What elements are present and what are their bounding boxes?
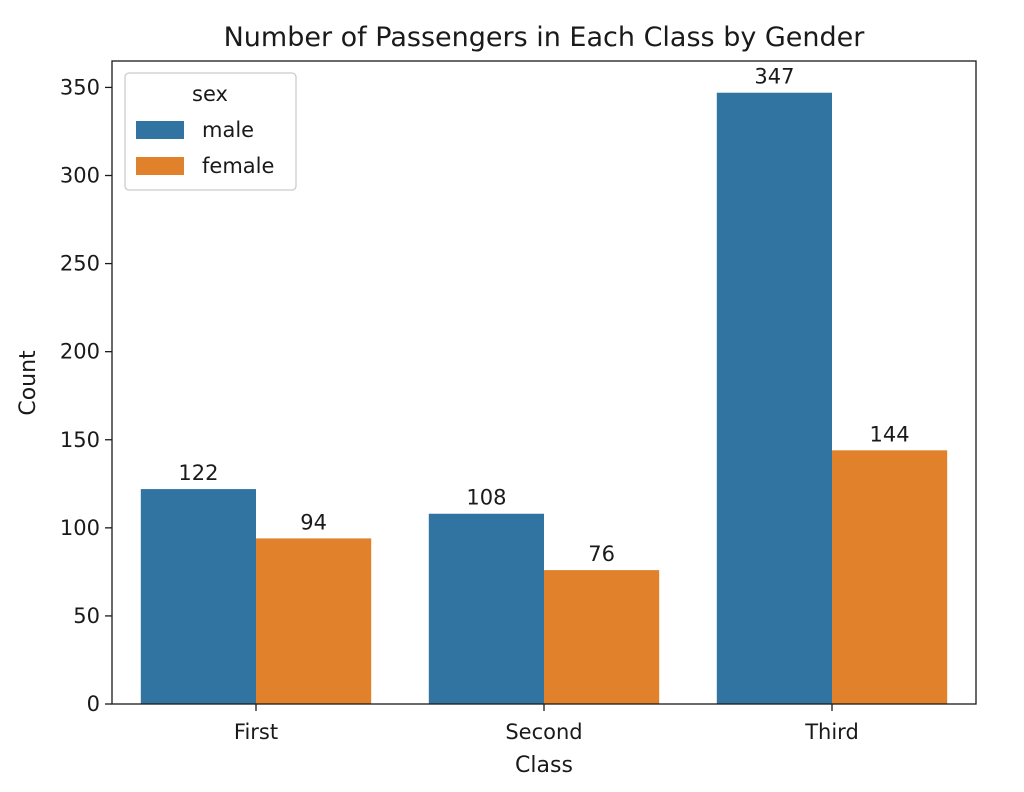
y-tick-label: 250: [60, 252, 100, 276]
data-label-second-female: 76: [588, 542, 615, 566]
y-axis: 0 50 100 150 200 250 300 350: [60, 75, 112, 716]
y-axis-label: Count: [16, 350, 41, 416]
y-tick-label: 100: [60, 516, 100, 540]
bar-first-female: [256, 538, 372, 704]
x-axis: First Second Third: [234, 704, 859, 744]
legend: sex male female: [124, 72, 297, 191]
x-tick-label: Second: [505, 720, 582, 744]
x-tick-label: First: [234, 720, 278, 744]
data-label-first-female: 94: [300, 510, 327, 534]
data-label-first-male: 122: [178, 461, 218, 485]
data-label-second-male: 108: [466, 486, 506, 510]
data-label-third-male: 347: [754, 65, 794, 89]
y-tick-label: 0: [87, 692, 100, 716]
bar-third-female: [832, 450, 948, 704]
data-label-third-female: 144: [870, 422, 910, 446]
x-tick-label: Third: [804, 720, 859, 744]
y-tick-label: 200: [60, 340, 100, 364]
legend-swatch-male: [136, 121, 184, 139]
y-tick-label: 150: [60, 428, 100, 452]
x-axis-label: Class: [515, 753, 573, 778]
bar-first-male: [140, 489, 256, 704]
y-tick-label: 350: [60, 75, 100, 99]
data-labels-layer: 122 94 108 76 347 144: [178, 65, 909, 566]
bar-third-male: [716, 92, 832, 704]
legend-swatch-female: [136, 157, 184, 175]
y-tick-label: 50: [73, 604, 100, 628]
legend-title: sex: [192, 82, 228, 106]
bar-second-female: [544, 570, 660, 704]
bar-second-male: [428, 513, 544, 704]
chart-title: Number of Passengers in Each Class by Ge…: [224, 22, 866, 53]
y-tick-label: 300: [60, 164, 100, 188]
bars-layer: [140, 92, 948, 704]
legend-label-male: male: [202, 118, 254, 142]
legend-label-female: female: [202, 154, 274, 178]
